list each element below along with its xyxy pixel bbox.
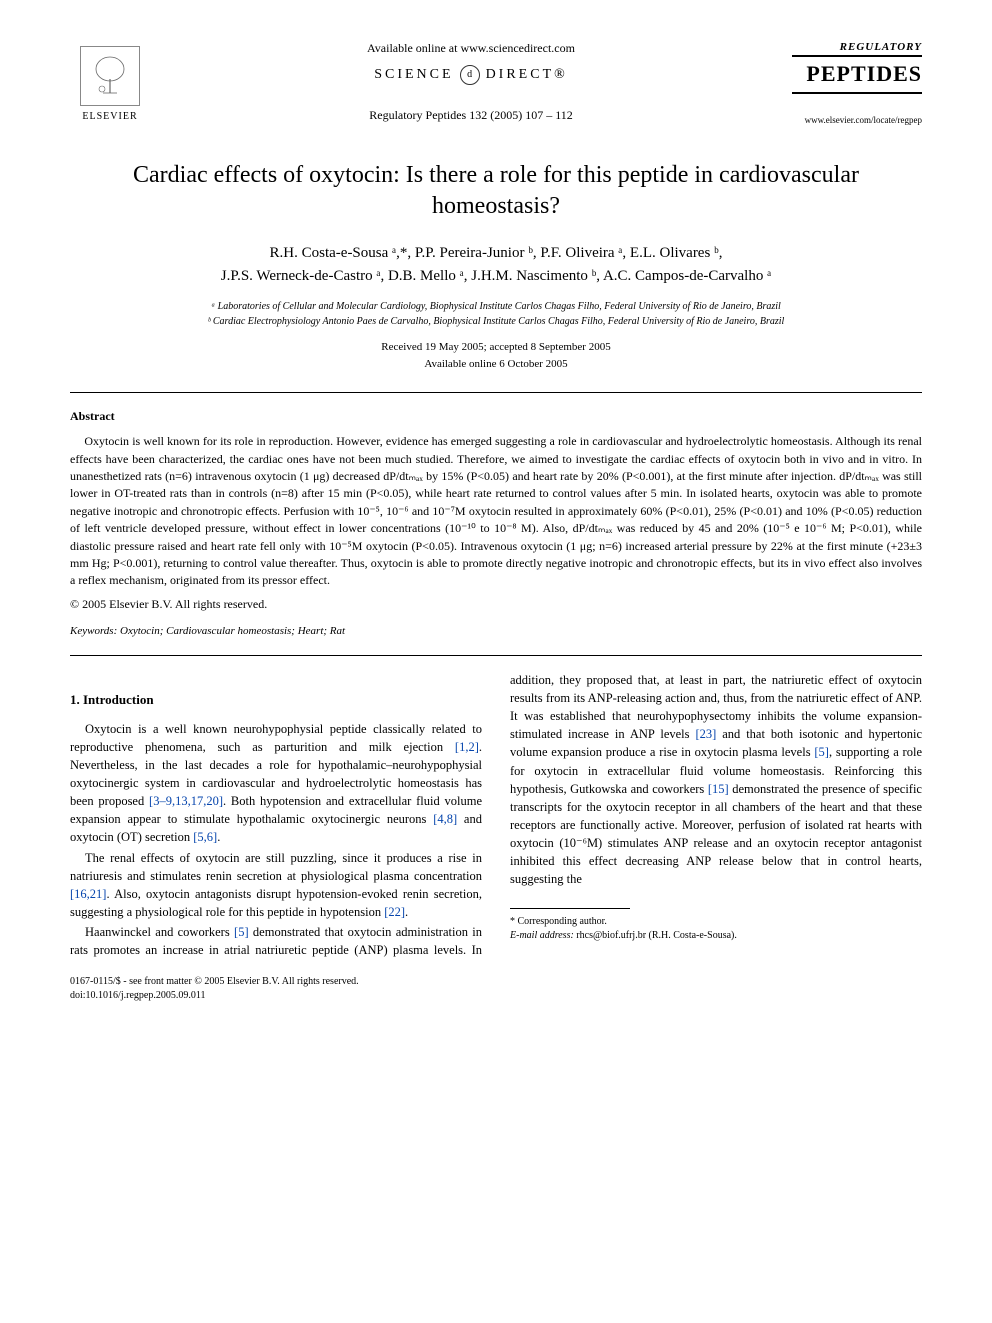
affiliation-b: ᵇ Cardiac Electrophysiology Antonio Paes… xyxy=(70,314,922,329)
intro-p2-a: The renal effects of oxytocin are still … xyxy=(70,851,482,883)
authors-line-1: R.H. Costa-e-Sousa ᵃ,*, P.P. Pereira-Jun… xyxy=(70,242,922,265)
sd-right: DIRECT® xyxy=(486,65,568,85)
header-center: Available online at www.sciencedirect.co… xyxy=(150,40,792,124)
journal-logo: REGULATORY PEPTIDES www.elsevier.com/loc… xyxy=(792,40,922,127)
available-online-text: Available online at www.sciencedirect.co… xyxy=(170,40,772,57)
ref-link[interactable]: [16,21] xyxy=(70,887,106,901)
ref-link[interactable]: [4,8] xyxy=(433,812,457,826)
keywords: Keywords: Oxytocin; Cardiovascular homeo… xyxy=(70,624,922,639)
article-dates: Received 19 May 2005; accepted 8 Septemb… xyxy=(70,339,922,372)
ref-link[interactable]: [23] xyxy=(695,727,716,741)
ref-link[interactable]: [1,2] xyxy=(455,740,479,754)
elsevier-label: ELSEVIER xyxy=(82,110,137,124)
footer-line-2: doi:10.1016/j.regpep.2005.09.011 xyxy=(70,989,922,1003)
keywords-label: Keywords: xyxy=(70,625,117,637)
elsevier-logo: ELSEVIER xyxy=(70,40,150,130)
online-date: Available online 6 October 2005 xyxy=(70,356,922,373)
intro-heading: 1. Introduction xyxy=(70,691,482,710)
intro-p1: Oxytocin is a well known neurohypophysia… xyxy=(70,720,482,847)
intro-p3-e: demonstrated the presence of specific tr… xyxy=(510,782,922,887)
article-title: Cardiac effects of oxytocin: Is there a … xyxy=(70,160,922,222)
affiliation-a: ᵃ Laboratories of Cellular and Molecular… xyxy=(70,299,922,314)
page-footer: 0167-0115/$ - see front matter © 2005 El… xyxy=(70,975,922,1003)
journal-url: www.elsevier.com/locate/regpep xyxy=(792,114,922,127)
authors-list: R.H. Costa-e-Sousa ᵃ,*, P.P. Pereira-Jun… xyxy=(70,242,922,287)
ref-link[interactable]: [5] xyxy=(234,925,249,939)
ref-link[interactable]: [22] xyxy=(384,905,405,919)
email-label: E-mail address: xyxy=(510,930,574,941)
intro-p1-e: . xyxy=(217,830,220,844)
keywords-value: Oxytocin; Cardiovascular homeostasis; He… xyxy=(117,625,345,637)
ref-link[interactable]: [5] xyxy=(814,745,829,759)
page-header: ELSEVIER Available online at www.science… xyxy=(70,40,922,130)
abstract-copyright: © 2005 Elsevier B.V. All rights reserved… xyxy=(70,596,922,613)
body-columns: 1. Introduction Oxytocin is a well known… xyxy=(70,671,922,959)
intro-p2: The renal effects of oxytocin are still … xyxy=(70,849,482,922)
sciencedirect-logo: SCIENCE d DIRECT® xyxy=(374,65,568,85)
corresponding-author: * Corresponding author. xyxy=(510,915,922,929)
email-value: rhcs@biof.ufrj.br (R.H. Costa-e-Sousa). xyxy=(574,930,737,941)
received-date: Received 19 May 2005; accepted 8 Septemb… xyxy=(70,339,922,356)
ref-link[interactable]: [3–9,13,17,20] xyxy=(149,794,223,808)
abstract-body: Oxytocin is well known for its role in r… xyxy=(70,433,922,590)
footnote-separator xyxy=(510,908,630,909)
elsevier-tree-icon xyxy=(80,46,140,106)
affiliations: ᵃ Laboratories of Cellular and Molecular… xyxy=(70,299,922,329)
ref-link[interactable]: [15] xyxy=(708,782,729,796)
authors-line-2: J.P.S. Werneck-de-Castro ᵃ, D.B. Mello ᵃ… xyxy=(70,265,922,288)
intro-p2-b: . Also, oxytocin antagonists disrupt hyp… xyxy=(70,887,482,919)
divider-top xyxy=(70,392,922,393)
citation-line: Regulatory Peptides 132 (2005) 107 – 112 xyxy=(170,107,772,124)
abstract-heading: Abstract xyxy=(70,408,922,425)
journal-regulatory: REGULATORY xyxy=(792,40,922,55)
footer-line-1: 0167-0115/$ - see front matter © 2005 El… xyxy=(70,975,922,989)
email-line: E-mail address: rhcs@biof.ufrj.br (R.H. … xyxy=(510,929,922,943)
intro-p1-a: Oxytocin is a well known neurohypophysia… xyxy=(70,722,482,754)
sd-left: SCIENCE xyxy=(374,65,453,85)
intro-p2-c: . xyxy=(405,905,408,919)
journal-peptides: PEPTIDES xyxy=(792,55,922,94)
ref-link[interactable]: [5,6] xyxy=(193,830,217,844)
intro-p3-a: Haanwinckel and coworkers xyxy=(85,925,234,939)
corresponding-footnote: * Corresponding author. E-mail address: … xyxy=(510,915,922,943)
sd-swirl-icon: d xyxy=(460,65,480,85)
divider-bottom xyxy=(70,655,922,656)
